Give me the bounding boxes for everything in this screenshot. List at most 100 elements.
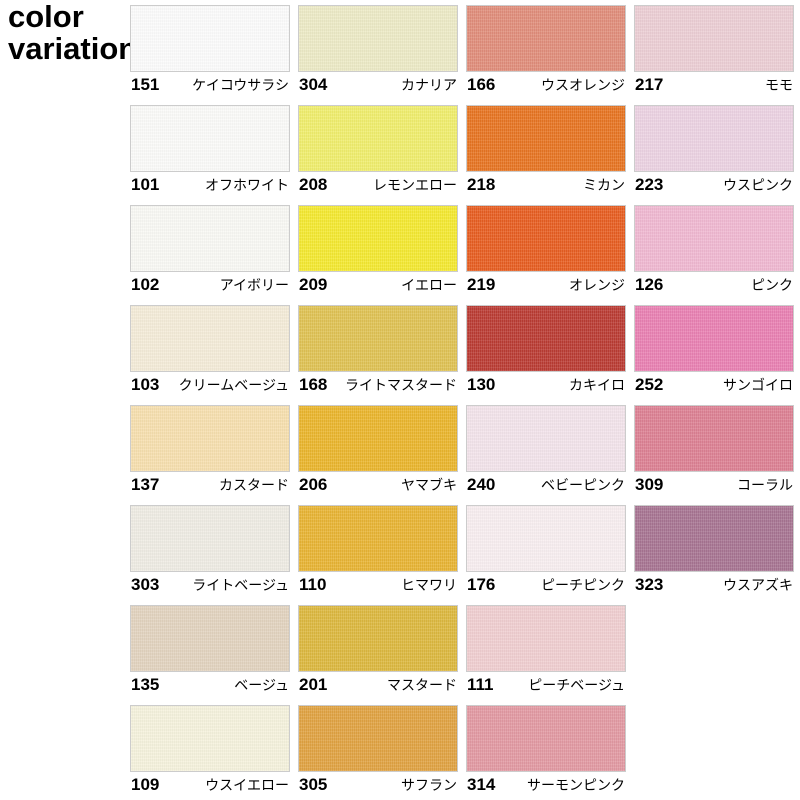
swatch-label: 206 ヤマブキ	[298, 475, 458, 495]
fabric-swatch	[466, 305, 626, 372]
swatch-code: 314	[467, 775, 496, 794]
page-title-line2: variation	[8, 31, 138, 67]
swatch-name: サンゴイロ	[723, 378, 793, 394]
swatch-code: 309	[635, 475, 664, 494]
swatch-name: ライトマスタード	[345, 378, 457, 394]
swatch-label: 218 ミカン	[466, 175, 626, 195]
fabric-swatch	[130, 305, 290, 372]
swatch-name: ヒマワリ	[401, 578, 457, 594]
fabric-swatch	[130, 205, 290, 272]
swatch-code: 223	[635, 175, 664, 194]
swatch-cell: 209 イエロー	[298, 205, 458, 305]
fabric-swatch	[130, 605, 290, 672]
fabric-swatch	[130, 105, 290, 172]
fabric-swatch	[634, 405, 794, 472]
swatch-name: ウスピンク	[723, 178, 793, 194]
swatch-label: 151 ケイコウサラシ	[130, 75, 290, 95]
swatch-label: 208 レモンエロー	[298, 175, 458, 195]
fabric-swatch	[130, 705, 290, 772]
swatch-code: 137	[131, 475, 160, 494]
page-title-line1: color	[8, 0, 84, 34]
swatch-name: ウスオレンジ	[541, 78, 625, 94]
swatch-code: 217	[635, 75, 664, 94]
fabric-swatch	[634, 5, 794, 72]
swatch-code: 323	[635, 575, 664, 594]
swatch-name: ケイコウサラシ	[192, 78, 289, 94]
swatch-label: 240 ベビーピンク	[466, 475, 626, 495]
swatch-name: ピンク	[751, 278, 793, 294]
swatch-cell: 168 ライトマスタード	[298, 305, 458, 405]
swatch-cell: 309 コーラル	[634, 405, 794, 505]
swatch-label: 252 サンゴイロ	[634, 375, 794, 395]
swatch-label: 209 イエロー	[298, 275, 458, 295]
swatch-code: 176	[467, 575, 496, 594]
swatch-cell: 252 サンゴイロ	[634, 305, 794, 405]
fabric-swatch	[466, 605, 626, 672]
swatch-cell: 303 ライトベージュ	[130, 505, 290, 605]
swatch-name: コーラル	[737, 478, 793, 494]
swatch-label: 323 ウスアズキ	[634, 575, 794, 595]
swatch-code: 201	[299, 675, 328, 694]
swatch-name: ミカン	[583, 178, 625, 194]
page-title: color variation	[8, 0, 138, 67]
swatch-name: モモ	[765, 78, 793, 94]
swatch-cell: 151 ケイコウサラシ	[130, 5, 290, 105]
swatch-cell: 219 オレンジ	[466, 205, 626, 305]
swatch-name: アイボリー	[219, 278, 289, 294]
swatch-name: ベージュ	[234, 678, 289, 694]
fabric-swatch	[130, 5, 290, 72]
fabric-swatch	[130, 505, 290, 572]
fabric-swatch	[634, 105, 794, 172]
fabric-swatch	[298, 105, 458, 172]
fabric-swatch	[634, 505, 794, 572]
swatch-code: 130	[467, 375, 496, 394]
swatch-cell: 304 カナリア	[298, 5, 458, 105]
swatch-label: 223 ウスピンク	[634, 175, 794, 195]
swatch-label: 166 ウスオレンジ	[466, 75, 626, 95]
swatch-code: 304	[299, 75, 328, 94]
swatch-code: 126	[635, 275, 664, 294]
swatch-cell: 130 カキイロ	[466, 305, 626, 405]
swatch-name: サーモンピンク	[527, 778, 625, 794]
swatch-label: 304 カナリア	[298, 75, 458, 95]
swatch-name: ヤマブキ	[401, 478, 457, 494]
fabric-swatch	[298, 5, 458, 72]
swatch-label: 303 ライトベージュ	[130, 575, 290, 595]
swatch-name: ピーチベージュ	[528, 678, 625, 694]
swatch-label: 137 カスタード	[130, 475, 290, 495]
swatch-name: マスタード	[387, 678, 457, 694]
swatch-label: 135 ベージュ	[130, 675, 290, 695]
swatch-label: 217 モモ	[634, 75, 794, 95]
fabric-swatch	[298, 405, 458, 472]
swatch-cell: 218 ミカン	[466, 105, 626, 205]
swatch-label: 219 オレンジ	[466, 275, 626, 295]
fabric-swatch	[298, 305, 458, 372]
fabric-swatch	[466, 405, 626, 472]
fabric-swatch	[634, 205, 794, 272]
swatch-code: 208	[299, 175, 328, 194]
swatch-label: 102 アイボリー	[130, 275, 290, 295]
swatch-code: 103	[131, 375, 160, 394]
swatch-cell: 109 ウスイエロー	[130, 705, 290, 800]
swatch-label: 101 オフホワイト	[130, 175, 290, 195]
swatch-label: 126 ピンク	[634, 275, 794, 295]
swatch-label: 305 サフラン	[298, 775, 458, 795]
fabric-swatch	[130, 405, 290, 472]
swatch-cell: 305 サフラン	[298, 705, 458, 800]
swatch-name: ピーチピンク	[541, 578, 625, 594]
swatch-cell: 137 カスタード	[130, 405, 290, 505]
swatch-cell: 206 ヤマブキ	[298, 405, 458, 505]
swatch-cell: 201 マスタード	[298, 605, 458, 705]
swatch-cell: 110 ヒマワリ	[298, 505, 458, 605]
swatch-name: カナリア	[401, 78, 457, 94]
swatch-label: 130 カキイロ	[466, 375, 626, 395]
swatch-name: カキイロ	[569, 378, 625, 394]
swatch-cell: 102 アイボリー	[130, 205, 290, 305]
swatch-code: 168	[299, 375, 328, 394]
swatch-name: カスタード	[219, 478, 289, 494]
swatch-code: 206	[299, 475, 328, 494]
swatch-code: 303	[131, 575, 160, 594]
swatch-label: 111 ピーチベージュ	[466, 675, 626, 695]
swatch-cell: 166 ウスオレンジ	[466, 5, 626, 105]
